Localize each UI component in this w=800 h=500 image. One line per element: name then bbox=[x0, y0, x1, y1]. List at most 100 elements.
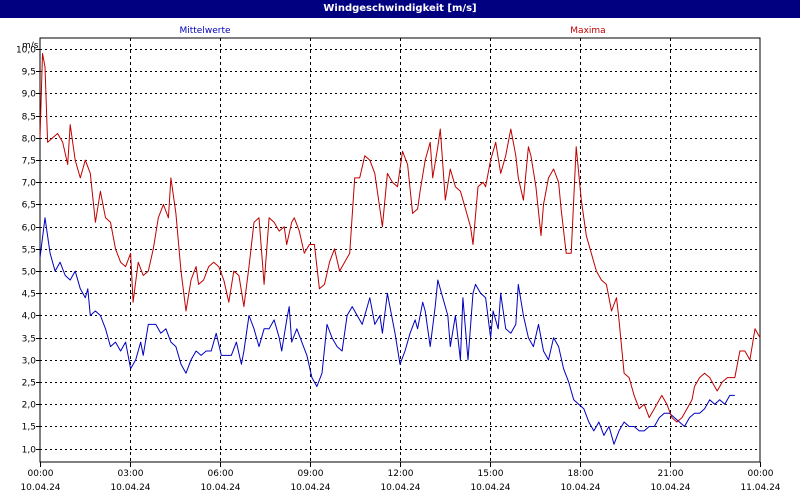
data-point-maxima bbox=[469, 226, 471, 228]
data-point-maxima bbox=[522, 199, 524, 201]
data-point-mittelwerte bbox=[175, 345, 177, 347]
x-tick-date: 10.04.24 bbox=[560, 483, 600, 493]
data-point-maxima bbox=[429, 141, 431, 143]
data-point-maxima bbox=[157, 217, 159, 219]
data-point-mittelwerte bbox=[331, 337, 333, 339]
series-lines bbox=[39, 53, 761, 445]
data-point-mittelwerte bbox=[532, 345, 534, 347]
data-point-maxima bbox=[273, 221, 275, 223]
data-point-maxima bbox=[449, 168, 451, 170]
data-point-mittelwerte bbox=[109, 345, 111, 347]
data-point-mittelwerte bbox=[104, 328, 106, 330]
y-tick-label: 9,5 bbox=[22, 68, 36, 78]
data-point-maxima bbox=[437, 146, 439, 148]
data-point-mittelwerte bbox=[215, 332, 217, 334]
data-point-mittelwerte bbox=[638, 430, 640, 432]
data-point-mittelwerte bbox=[434, 305, 436, 307]
data-point-maxima bbox=[258, 217, 260, 219]
data-point-maxima bbox=[303, 252, 305, 254]
data-point-maxima bbox=[286, 243, 288, 245]
data-point-maxima bbox=[56, 132, 58, 134]
data-point-maxima bbox=[84, 159, 86, 161]
y-tick-label: 6,5 bbox=[22, 201, 36, 211]
data-point-maxima bbox=[432, 177, 434, 179]
data-point-maxima bbox=[424, 159, 426, 161]
data-point-maxima bbox=[109, 221, 111, 223]
data-point-maxima bbox=[709, 376, 711, 378]
data-point-mittelwerte bbox=[84, 297, 86, 299]
data-point-mittelwerte bbox=[698, 412, 700, 414]
data-point-maxima bbox=[411, 212, 413, 214]
data-point-maxima bbox=[575, 146, 577, 148]
data-point-maxima bbox=[721, 381, 723, 383]
data-point-mittelwerte bbox=[497, 328, 499, 330]
data-point-maxima bbox=[557, 181, 559, 183]
data-point-maxima bbox=[666, 403, 668, 405]
data-point-mittelwerte bbox=[517, 283, 519, 285]
data-point-mittelwerte bbox=[124, 341, 126, 343]
data-point-mittelwerte bbox=[608, 425, 610, 427]
data-point-mittelwerte bbox=[568, 381, 570, 383]
y-tick-label: 8,5 bbox=[22, 113, 36, 123]
data-point-maxima bbox=[615, 297, 617, 299]
data-point-maxima bbox=[560, 208, 562, 210]
data-point-mittelwerte bbox=[94, 310, 96, 312]
data-point-mittelwerte bbox=[688, 416, 690, 418]
data-point-mittelwerte bbox=[273, 319, 275, 321]
series-line-maxima bbox=[39, 53, 761, 423]
data-point-mittelwerte bbox=[99, 314, 101, 316]
data-point-maxima bbox=[381, 226, 383, 228]
data-point-mittelwerte bbox=[180, 363, 182, 365]
y-tick-label: 6,0 bbox=[22, 224, 37, 234]
x-tick-time: 03:00 bbox=[118, 469, 144, 479]
data-point-mittelwerte bbox=[422, 301, 424, 303]
data-point-mittelwerte bbox=[628, 425, 630, 427]
data-point-mittelwerte bbox=[44, 217, 46, 219]
data-point-maxima bbox=[401, 150, 403, 152]
data-point-maxima bbox=[703, 372, 705, 374]
y-tick-label: 5,0 bbox=[22, 268, 37, 278]
data-point-mittelwerte bbox=[301, 341, 303, 343]
data-point-maxima bbox=[444, 199, 446, 201]
x-tick-date: 10.04.24 bbox=[110, 483, 150, 493]
y-tick-label: 4,5 bbox=[22, 290, 36, 300]
data-point-maxima bbox=[62, 141, 64, 143]
data-point-maxima bbox=[223, 279, 225, 281]
x-tick-time: 15:00 bbox=[478, 469, 504, 479]
data-point-mittelwerte bbox=[366, 305, 368, 307]
data-point-mittelwerte bbox=[462, 297, 464, 299]
data-point-maxima bbox=[213, 261, 215, 263]
data-point-maxima bbox=[711, 381, 713, 383]
data-point-maxima bbox=[396, 186, 398, 188]
data-point-mittelwerte bbox=[557, 345, 559, 347]
y-tick-label: 1,0 bbox=[22, 446, 37, 456]
data-point-maxima bbox=[142, 274, 144, 276]
data-point-mittelwerte bbox=[225, 354, 227, 356]
data-point-maxima bbox=[605, 283, 607, 285]
data-point-mittelwerte bbox=[220, 354, 222, 356]
data-point-mittelwerte bbox=[129, 368, 131, 370]
data-point-mittelwerte bbox=[505, 328, 507, 330]
data-point-maxima bbox=[94, 221, 96, 223]
data-point-maxima bbox=[656, 403, 658, 405]
data-point-maxima bbox=[374, 172, 376, 174]
x-tick-time: 00:00 bbox=[748, 469, 774, 479]
data-point-maxima bbox=[379, 208, 381, 210]
data-point-maxima bbox=[676, 421, 678, 423]
data-point-mittelwerte bbox=[399, 363, 401, 365]
y-tick-label: 8,0 bbox=[22, 135, 37, 145]
data-point-maxima bbox=[197, 283, 199, 285]
data-point-mittelwerte bbox=[230, 354, 232, 356]
data-point-mittelwerte bbox=[404, 350, 406, 352]
y-tick-label: 1,5 bbox=[22, 423, 36, 433]
data-point-maxima bbox=[406, 163, 408, 165]
data-point-mittelwerte bbox=[306, 354, 308, 356]
data-point-mittelwerte bbox=[74, 270, 76, 272]
data-point-maxima bbox=[527, 146, 529, 148]
data-point-mittelwerte bbox=[59, 261, 61, 263]
data-point-maxima bbox=[74, 159, 76, 161]
data-point-maxima bbox=[628, 376, 630, 378]
y-tick-label: 10,0 bbox=[16, 46, 36, 56]
data-point-maxima bbox=[535, 186, 537, 188]
data-point-mittelwerte bbox=[648, 425, 650, 427]
